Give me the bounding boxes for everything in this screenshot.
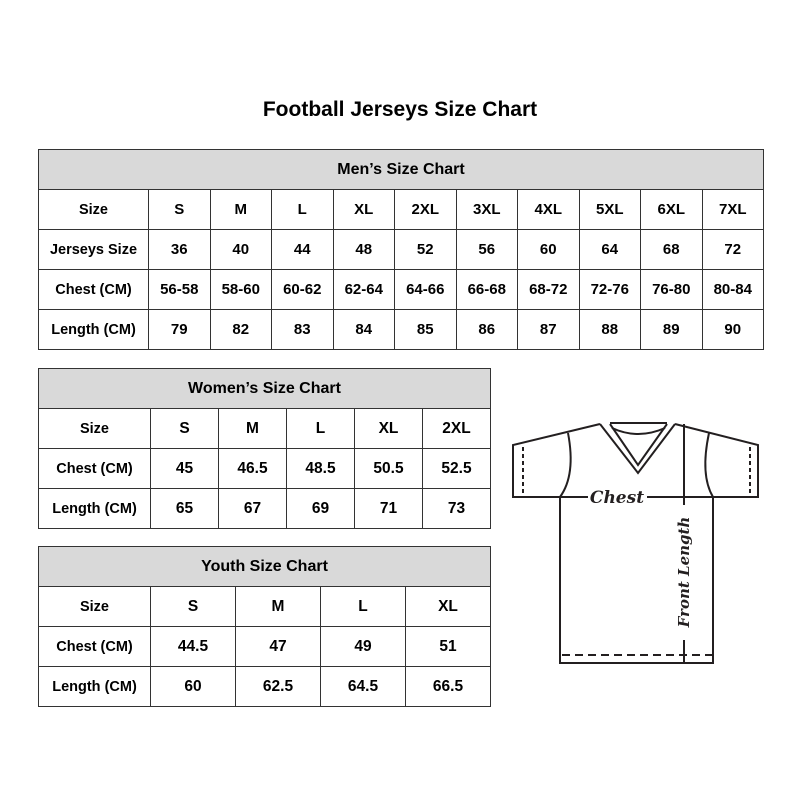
table-row: Size S M L XL <box>38 586 491 627</box>
table-row: Jerseys Size 36 40 44 48 52 56 60 64 68 72 <box>38 229 764 270</box>
collar-inner <box>609 423 668 467</box>
sleeve-hems <box>522 447 751 496</box>
table-cell: 62.5 <box>235 666 321 707</box>
mens-size-table: Men’s Size Chart Size S M L XL 2XL 3XL 4XL 5XL 6XL… <box>38 149 764 350</box>
table-cell: S <box>150 586 236 627</box>
table-cell: 47 <box>235 626 321 667</box>
table-cell: 6XL <box>640 189 703 230</box>
row-label: Jerseys Size <box>38 229 149 270</box>
table-cell: 66-68 <box>455 269 518 310</box>
table-cell: 69 <box>286 488 355 529</box>
table-cell: 80-84 <box>701 269 764 310</box>
page-title: Football Jerseys Size Chart <box>262 98 538 121</box>
table-cell: 48.5 <box>286 448 355 489</box>
table-cell: 5XL <box>578 189 641 230</box>
table-cell: 48 <box>332 229 395 270</box>
table-cell: 88 <box>578 309 641 350</box>
table-cell: 68 <box>640 229 703 270</box>
table-cell: 7XL <box>701 189 764 230</box>
left-sleeve-seam <box>559 432 572 498</box>
table-cell: 44 <box>271 229 334 270</box>
chest-label: Chest <box>590 488 644 508</box>
womens-size-table: Women’s Size Chart Size S M L XL 2XL Chest (CM)… <box>38 368 491 529</box>
front-length-label: Front Length <box>675 517 693 629</box>
table-cell: L <box>271 189 334 230</box>
row-label: Size <box>38 189 149 230</box>
table-row: Length (CM) 65 67 69 71 73 <box>38 488 491 529</box>
table-cell: XL <box>354 408 423 449</box>
youth-size-table: Youth Size Chart Size S M L XL Chest (CM) 44.5 4… <box>38 546 491 707</box>
table-cell: 90 <box>701 309 764 350</box>
table-title: Men’s Size Chart <box>38 149 764 190</box>
row-label: Size <box>38 408 151 449</box>
table-title: Women’s Size Chart <box>38 368 491 409</box>
table-cell: M <box>235 586 321 627</box>
table-row: Length (CM) 60 62.5 64.5 66.5 <box>38 666 491 707</box>
table-cell: 56-58 <box>148 269 211 310</box>
table-row: Chest (CM) 44.5 47 49 51 <box>38 626 491 667</box>
table-cell: 68-72 <box>517 269 580 310</box>
table-cell: M <box>218 408 287 449</box>
row-label: Length (CM) <box>38 309 149 350</box>
table-cell: 72-76 <box>578 269 641 310</box>
table-cell: 36 <box>148 229 211 270</box>
table-cell: 2XL <box>422 408 491 449</box>
table-cell: 87 <box>517 309 580 350</box>
table-cell: 66.5 <box>405 666 491 707</box>
row-label: Size <box>38 586 151 627</box>
table-row: Size S M L XL 2XL 3XL 4XL 5XL 6XL 7XL <box>38 189 764 230</box>
right-sleeve-seam <box>704 432 714 498</box>
row-label: Chest (CM) <box>38 448 151 489</box>
table-row: Length (CM) 79 82 83 84 85 86 87 88 89 90 <box>38 309 764 350</box>
table-cell: 51 <box>405 626 491 667</box>
table-cell: 60-62 <box>271 269 334 310</box>
table-cell: 67 <box>218 488 287 529</box>
table-cell: 44.5 <box>150 626 236 667</box>
row-label: Length (CM) <box>38 488 151 529</box>
table-cell: 73 <box>422 488 491 529</box>
table-cell: 76-80 <box>640 269 703 310</box>
jersey-outline <box>512 423 759 664</box>
table-cell: 79 <box>148 309 211 350</box>
table-cell: 71 <box>354 488 423 529</box>
table-cell: 52.5 <box>422 448 491 489</box>
table-cell: 60 <box>150 666 236 707</box>
collar-band <box>610 422 667 435</box>
table-cell: XL <box>332 189 395 230</box>
table-row: Size S M L XL 2XL <box>38 408 491 449</box>
table-row: Chest (CM) 45 46.5 48.5 50.5 52.5 <box>38 448 491 489</box>
row-label: Chest (CM) <box>38 626 151 667</box>
table-cell: 50.5 <box>354 448 423 489</box>
table-cell: 84 <box>332 309 395 350</box>
table-cell: 86 <box>455 309 518 350</box>
table-title: Youth Size Chart <box>38 546 491 587</box>
table-cell: L <box>286 408 355 449</box>
table-cell: 82 <box>209 309 272 350</box>
table-cell: 85 <box>394 309 457 350</box>
table-cell: L <box>320 586 406 627</box>
table-cell: 49 <box>320 626 406 667</box>
table-cell: 45 <box>150 448 219 489</box>
table-cell: 65 <box>150 488 219 529</box>
collar-outer <box>599 423 676 475</box>
table-cell: 62-64 <box>332 269 395 310</box>
table-cell: XL <box>405 586 491 627</box>
table-cell: 64.5 <box>320 666 406 707</box>
table-cell: 40 <box>209 229 272 270</box>
table-cell: 60 <box>517 229 580 270</box>
